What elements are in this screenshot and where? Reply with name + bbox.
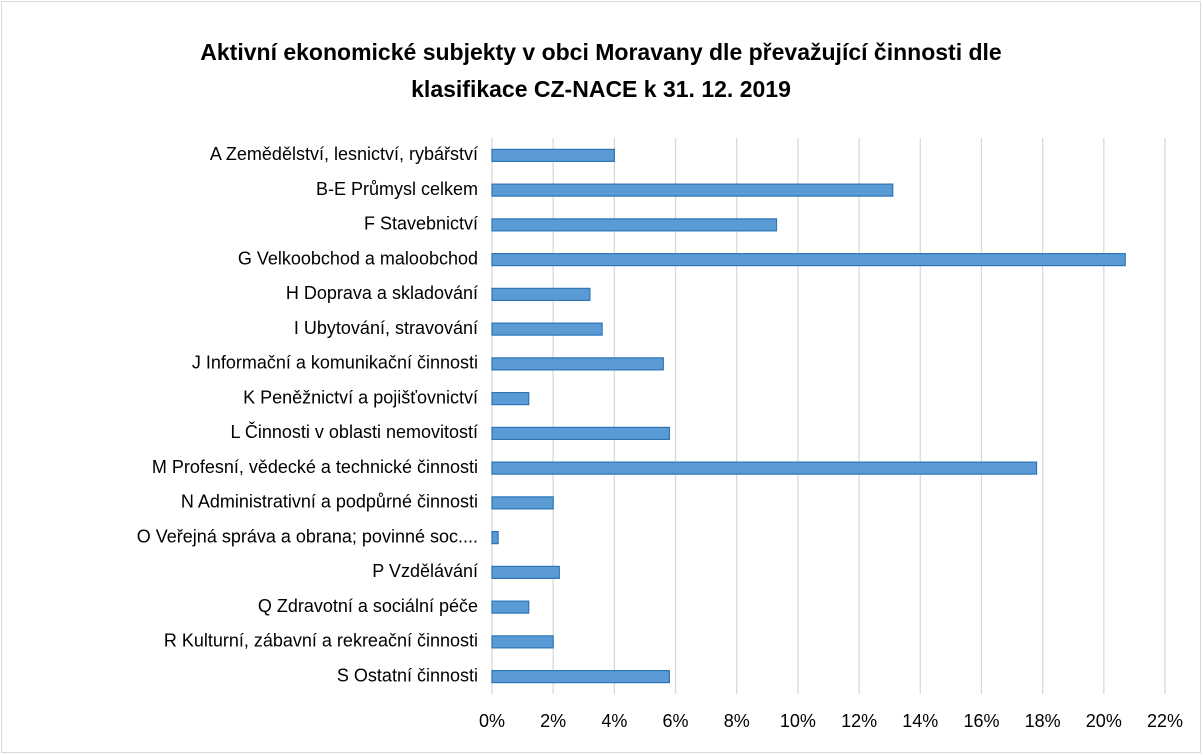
y-tick-label: Q Zdravotní a sociální péče xyxy=(258,596,478,616)
bar xyxy=(491,496,554,510)
bar xyxy=(491,148,615,162)
y-tick-label: H Doprava a skladování xyxy=(286,283,478,303)
bar xyxy=(491,183,894,197)
bar xyxy=(491,253,1126,267)
bar xyxy=(491,531,499,545)
y-tick-label: O Veřejná správa a obrana; povinné soc..… xyxy=(137,526,478,546)
y-tick-label: N Administrativní a podpůrné činnosti xyxy=(181,492,478,512)
y-tick-label: L Činnosti v oblasti nemovitostí xyxy=(231,421,478,442)
bar xyxy=(491,635,554,649)
bar xyxy=(491,600,530,614)
x-tick-label: 2% xyxy=(540,711,566,731)
y-tick-label: F Stavebnictví xyxy=(364,214,478,234)
y-tick-label: G Velkoobchod a maloobchod xyxy=(238,248,478,268)
x-tick-label: 22% xyxy=(1147,711,1183,731)
bar xyxy=(491,287,591,301)
x-tick-label: 16% xyxy=(963,711,999,731)
y-tick-label: R Kulturní, zábavní a rekreační činnosti xyxy=(164,631,478,651)
bar xyxy=(491,357,664,371)
x-tick-label: 18% xyxy=(1025,711,1061,731)
bar xyxy=(491,322,603,336)
bar xyxy=(491,565,560,579)
x-tick-label: 0% xyxy=(479,711,505,731)
x-tick-label: 14% xyxy=(902,711,938,731)
y-tick-label: I Ubytování, stravování xyxy=(294,318,478,338)
y-tick-label: M Profesní, vědecké a technické činnosti xyxy=(152,457,478,477)
bar xyxy=(491,392,530,406)
bar xyxy=(491,218,778,232)
bar xyxy=(491,461,1038,475)
x-tick-label: 6% xyxy=(663,711,689,731)
x-tick-label: 10% xyxy=(780,711,816,731)
bar xyxy=(491,670,671,684)
x-tick-label: 8% xyxy=(724,711,750,731)
bar xyxy=(491,426,671,440)
x-tick-label: 12% xyxy=(841,711,877,731)
y-tick-label: K Peněžnictví a pojišťovnictví xyxy=(243,387,478,407)
y-tick-label: P Vzdělávání xyxy=(372,561,478,581)
y-tick-label: J Informační a komunikační činnosti xyxy=(192,353,478,373)
y-tick-label: B-E Průmysl celkem xyxy=(316,179,478,199)
y-tick-label: S Ostatní činnosti xyxy=(337,665,478,685)
chart-title: Aktivní ekonomické subjekty v obci Morav… xyxy=(200,39,1002,102)
y-tick-label: A Zemědělství, lesnictví, rybářství xyxy=(210,144,478,164)
x-tick-label: 20% xyxy=(1086,711,1122,731)
x-tick-label: 4% xyxy=(601,711,627,731)
